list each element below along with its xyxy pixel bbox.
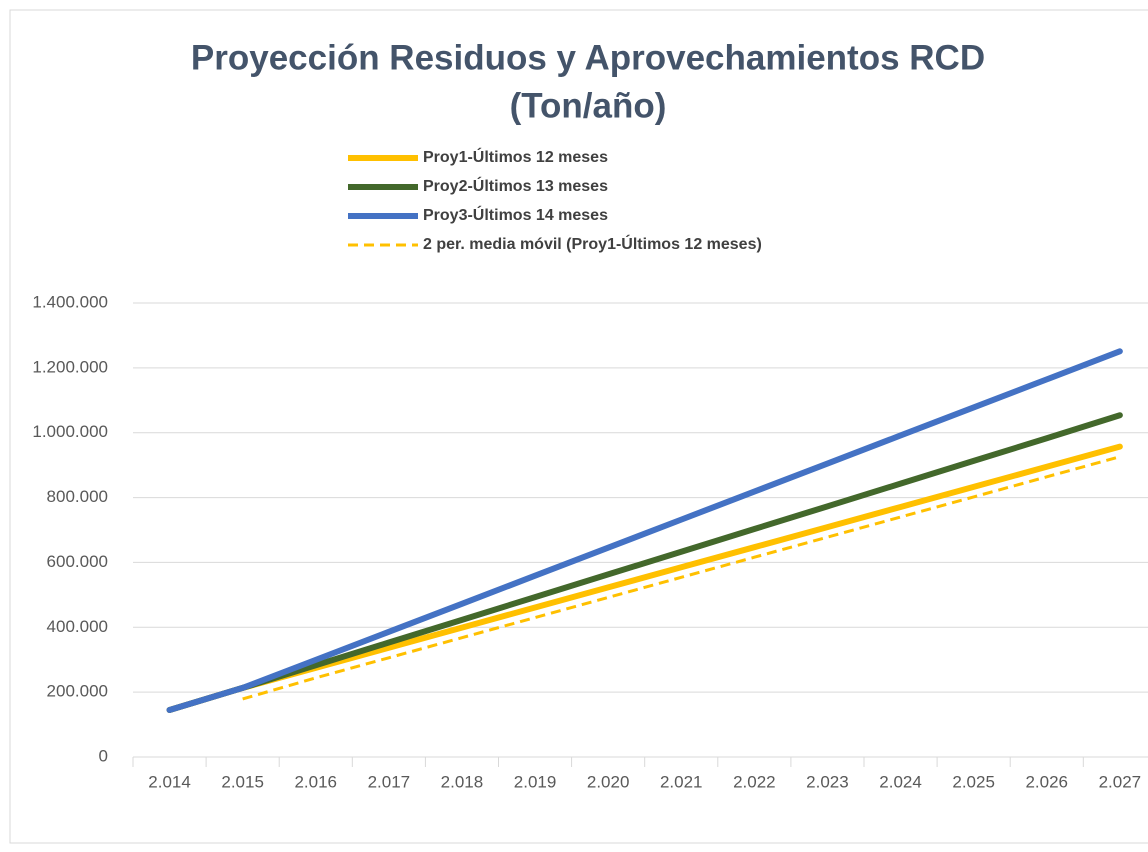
- chart-border: [9, 9, 1148, 844]
- y-tick-label: 1.400.000: [32, 292, 108, 311]
- x-tick-label: 2.025: [952, 772, 995, 791]
- x-tick-label: 2.017: [368, 772, 411, 791]
- y-tick-label: 0: [99, 746, 108, 765]
- x-tick-label: 2.026: [1025, 772, 1068, 791]
- legend-label: Proy3-Últimos 14 meses: [423, 205, 608, 224]
- x-tick-label: 2.015: [221, 772, 264, 791]
- y-tick-label: 400.000: [47, 617, 108, 636]
- x-tick-label: 2.014: [148, 772, 191, 791]
- series-line: [242, 455, 1121, 701]
- x-tick-label: 2.024: [879, 772, 922, 791]
- y-tick-label: 600.000: [47, 552, 108, 571]
- x-tick-label: 2.027: [1099, 772, 1142, 791]
- y-tick-label: 800.000: [47, 487, 108, 506]
- chart-title: (Ton/año): [510, 86, 667, 125]
- x-tick-label: 2.020: [587, 772, 630, 791]
- y-tick-label: 1.200.000: [32, 357, 108, 376]
- y-tick-label: 200.000: [47, 682, 108, 701]
- legend-label: 2 per. media móvil (Proy1-Últimos 12 mes…: [423, 234, 762, 253]
- series-line: [166, 412, 1123, 713]
- x-tick-label: 2.023: [806, 772, 849, 791]
- y-tick-label: 1.000.000: [32, 422, 108, 441]
- x-tick-label: 2.019: [514, 772, 557, 791]
- legend-label: Proy2-Últimos 13 meses: [423, 176, 608, 195]
- x-tick-label: 2.022: [733, 772, 776, 791]
- x-tick-label: 2.021: [660, 772, 703, 791]
- chart-title: Proyección Residuos y Aprovechamientos R…: [191, 38, 985, 77]
- legend-label: Proy1-Últimos 12 meses: [423, 147, 608, 166]
- series-line: [166, 348, 1123, 713]
- x-tick-label: 2.016: [294, 772, 337, 791]
- x-tick-label: 2.018: [441, 772, 484, 791]
